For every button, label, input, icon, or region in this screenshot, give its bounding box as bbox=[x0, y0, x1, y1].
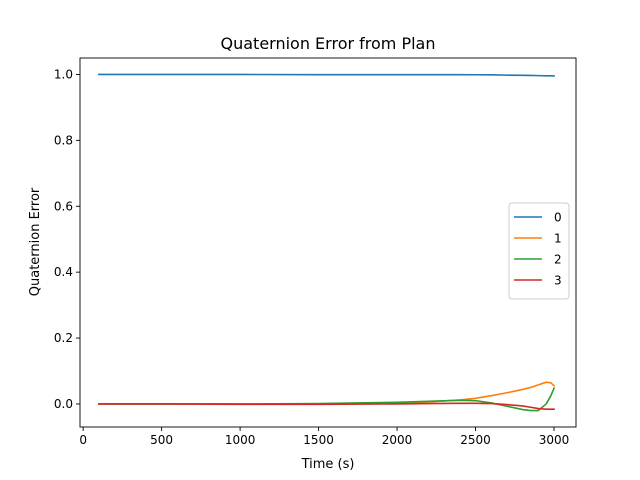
x-axis-label: Time (s) bbox=[301, 457, 355, 472]
legend: 0 1 2 3 bbox=[508, 202, 570, 300]
legend-label-3: 3 bbox=[554, 274, 562, 288]
plot-area: 0 500 1000 1500 2000 2500 3000 0.0 0.2 0.4 0.6 0.8 1… bbox=[54, 57, 577, 447]
y-tick-label: 0.2 bbox=[54, 331, 73, 345]
x-tick-label: 1500 bbox=[303, 433, 334, 447]
x-tick-label: 2000 bbox=[382, 433, 413, 447]
legend-label-2: 2 bbox=[554, 253, 562, 267]
y-tick-label: 0.0 bbox=[54, 397, 73, 411]
series-line-2 bbox=[98, 387, 556, 412]
x-tick-label: 1000 bbox=[225, 433, 256, 447]
x-tick-label: 0 bbox=[79, 433, 87, 447]
chart-title: Quaternion Error from Plan bbox=[221, 34, 436, 53]
legend-box bbox=[508, 202, 570, 300]
series-line-0 bbox=[98, 73, 555, 77]
y-tick-label: 0.8 bbox=[54, 133, 73, 147]
series-line-3 bbox=[98, 402, 555, 411]
y-tick-label: 0.6 bbox=[54, 199, 73, 213]
x-tick-label: 2500 bbox=[460, 433, 491, 447]
y-tick-label: 0.4 bbox=[54, 265, 73, 279]
x-tick-label: 3000 bbox=[539, 433, 570, 447]
plot-frame bbox=[79, 57, 577, 428]
y-tick-label: 1.0 bbox=[54, 67, 73, 81]
x-tick-label: 500 bbox=[150, 433, 173, 447]
legend-label-1: 1 bbox=[554, 232, 562, 246]
series-line-1 bbox=[98, 381, 556, 405]
y-axis-label: Quaternion Error bbox=[28, 187, 43, 296]
legend-label-0: 0 bbox=[554, 211, 562, 225]
